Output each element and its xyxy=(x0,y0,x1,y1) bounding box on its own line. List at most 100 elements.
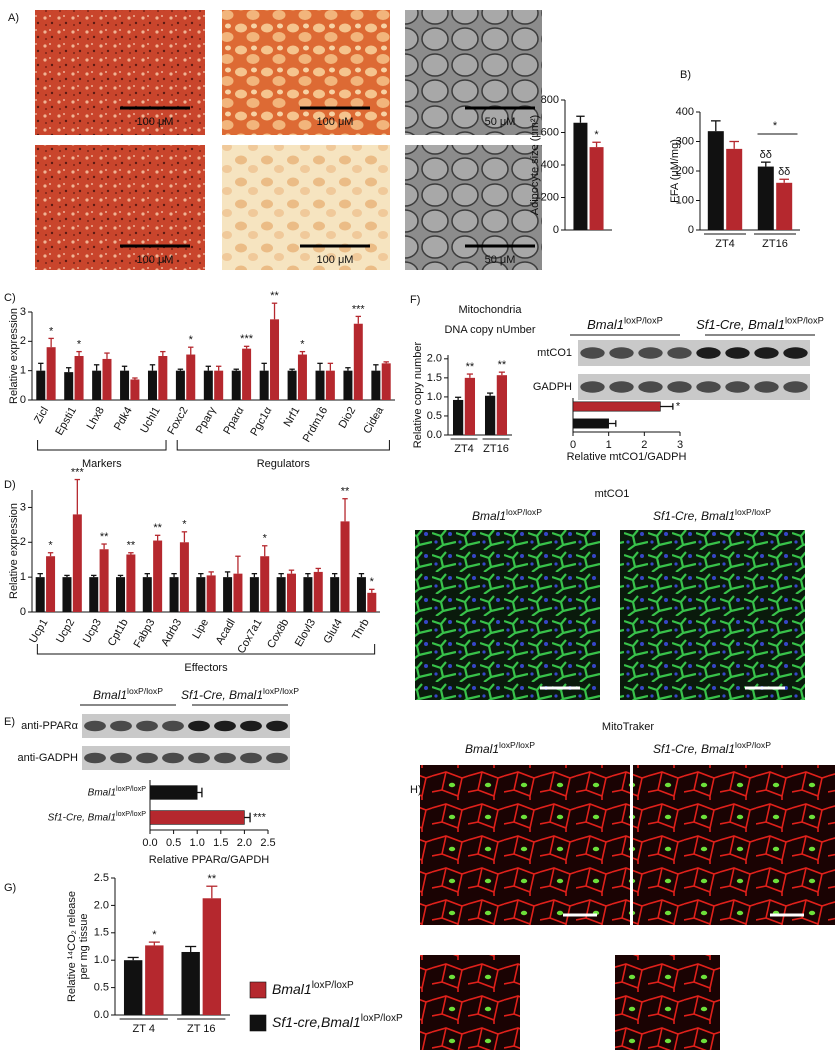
blot-band xyxy=(266,752,288,764)
significance-label: * xyxy=(263,533,268,545)
legend-label: Sf1-cre,Bmal1loxP/loxP xyxy=(272,1013,403,1030)
error-bar xyxy=(127,956,139,961)
bar xyxy=(260,556,270,612)
error-bar xyxy=(37,573,43,578)
blot-row-label: GADPH xyxy=(533,381,572,393)
significance-label: ** xyxy=(270,290,279,302)
bar xyxy=(153,540,163,612)
bar xyxy=(286,573,296,612)
y-tick-label: 1.0 xyxy=(94,954,109,966)
blot-band xyxy=(609,381,634,393)
error-bar xyxy=(729,140,739,149)
error-bar xyxy=(369,588,375,593)
error-bar xyxy=(121,365,128,371)
y-tick-label: 2.5 xyxy=(94,872,109,884)
bar xyxy=(89,577,99,612)
blot-group-label: Bmal1loxP/loxP xyxy=(93,686,163,702)
bar xyxy=(343,370,353,400)
x-tick-label: Ucp1 xyxy=(27,617,50,645)
panel-a-images xyxy=(35,10,542,270)
bar xyxy=(214,370,224,400)
x-tick-label: 1.5 xyxy=(213,837,228,849)
blot-band xyxy=(240,720,262,732)
y-tick-label: 200 xyxy=(541,191,559,203)
significance-label: * xyxy=(370,576,375,588)
bar xyxy=(452,399,464,435)
y-tick-label: 3 xyxy=(20,501,26,513)
significance-label: ** xyxy=(127,540,136,552)
histology-image xyxy=(405,145,542,270)
histology-image xyxy=(35,10,205,135)
bar xyxy=(233,573,243,612)
histology-image xyxy=(35,145,205,270)
error-bar xyxy=(358,573,365,578)
error-bar xyxy=(271,302,278,320)
y-tick-label: 2.0 xyxy=(427,353,442,365)
x-tick-label: Thrb xyxy=(350,617,372,643)
y-axis-label: Relative expression xyxy=(8,503,20,599)
error-bar xyxy=(208,571,214,576)
confocal-image xyxy=(415,530,600,700)
x-axis-label: Relative mtCO1/GADPH xyxy=(567,451,687,463)
group-label: Regulators xyxy=(257,458,311,470)
bar xyxy=(356,577,366,612)
significance-label: δδ xyxy=(760,149,772,161)
y-tick-label: 2 xyxy=(20,335,26,347)
error-bar xyxy=(299,350,306,355)
significance-label: ** xyxy=(466,361,475,373)
error-bar xyxy=(498,371,505,376)
bar xyxy=(126,554,136,612)
bar xyxy=(270,319,280,400)
bar xyxy=(99,549,109,612)
bar xyxy=(36,370,46,400)
bar xyxy=(572,401,661,412)
bar xyxy=(231,370,241,400)
significance-label: *** xyxy=(352,303,366,315)
error-bar xyxy=(101,543,107,550)
error-bar xyxy=(160,350,166,356)
image-title: mtCO1 xyxy=(595,488,630,500)
bar xyxy=(496,375,508,435)
error-bar xyxy=(261,362,267,371)
bar xyxy=(149,810,245,825)
group-bracket xyxy=(37,440,167,451)
error-bar xyxy=(373,364,379,371)
y-tick-label: 300 xyxy=(676,135,694,147)
bar xyxy=(572,418,609,429)
scale-label: 100 μM xyxy=(137,116,174,128)
x-tick-label: Foxc2 xyxy=(165,405,190,437)
label-superscript: loxP/loxP xyxy=(506,507,542,517)
group-label: Markers xyxy=(82,458,122,470)
label-superscript: loxP/loxP xyxy=(116,784,146,793)
blot-band xyxy=(725,347,750,359)
error-bar xyxy=(104,352,110,359)
y-tick-label: 2.0 xyxy=(94,899,109,911)
error-bar xyxy=(235,555,241,574)
label-base: Bmal1 xyxy=(472,509,506,523)
significance-label: ** xyxy=(100,531,109,543)
histology-image xyxy=(222,10,390,135)
bar xyxy=(589,147,604,230)
x-tick-label: Pdk4 xyxy=(112,405,135,433)
blot-band xyxy=(638,381,663,393)
panel-label: F) xyxy=(410,294,420,306)
error-bar xyxy=(315,567,321,572)
label-base: Sf1-Cre, Bmal1 xyxy=(653,509,735,523)
blot-band xyxy=(214,720,236,732)
x-tick-label: Ucp2 xyxy=(54,617,77,645)
label-base: Sf1-cre,Bmal1 xyxy=(272,1014,361,1030)
blot-band xyxy=(609,347,634,359)
bar xyxy=(169,577,179,612)
image-title: MitoTraker xyxy=(602,721,654,733)
blot-band xyxy=(110,720,132,732)
error-bar xyxy=(48,337,54,348)
bar xyxy=(371,370,381,400)
x-tick-label: 2.5 xyxy=(260,837,275,849)
significance-label: *** xyxy=(253,811,267,823)
error-bar xyxy=(592,141,601,148)
label-base: Bmal1 xyxy=(587,317,624,332)
blot-band xyxy=(188,752,210,764)
y-tick-label: Sf1-Cre, Bmal1loxP/loxP xyxy=(48,809,147,823)
blot-band xyxy=(110,752,132,764)
blot-band xyxy=(754,381,779,393)
